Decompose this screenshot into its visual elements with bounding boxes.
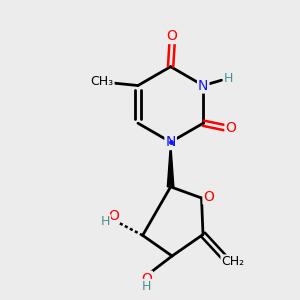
Text: CH₃: CH₃ bbox=[91, 75, 114, 88]
Text: O: O bbox=[203, 190, 214, 203]
Text: H: H bbox=[142, 280, 151, 293]
Text: CH₂: CH₂ bbox=[221, 255, 244, 268]
Text: O: O bbox=[167, 29, 178, 43]
Text: H: H bbox=[224, 72, 234, 85]
Text: O: O bbox=[226, 121, 236, 135]
Text: H: H bbox=[100, 215, 110, 228]
Polygon shape bbox=[167, 142, 174, 187]
Text: O: O bbox=[141, 272, 152, 286]
Text: N: N bbox=[198, 79, 208, 92]
Text: O: O bbox=[108, 209, 118, 223]
Text: N: N bbox=[165, 135, 176, 149]
